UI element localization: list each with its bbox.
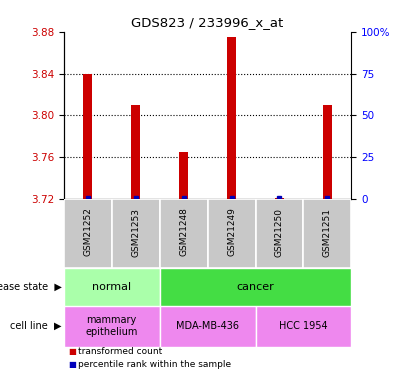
Bar — [303, 199, 351, 268]
Bar — [159, 268, 351, 306]
Bar — [275, 198, 284, 199]
Bar — [179, 152, 188, 199]
Text: cancer: cancer — [237, 282, 275, 292]
Text: cell line  ▶: cell line ▶ — [10, 321, 62, 331]
Text: normal: normal — [92, 282, 131, 292]
Bar — [112, 199, 159, 268]
Bar — [227, 37, 236, 199]
Bar — [256, 306, 351, 347]
Bar — [323, 105, 332, 199]
Text: transformed count: transformed count — [78, 347, 162, 356]
Text: GSM21251: GSM21251 — [323, 207, 332, 256]
Bar — [159, 306, 256, 347]
Bar — [131, 105, 140, 199]
Text: GSM21250: GSM21250 — [275, 207, 284, 256]
Text: HCC 1954: HCC 1954 — [279, 321, 328, 331]
Bar — [64, 306, 159, 347]
Text: GSM21248: GSM21248 — [179, 208, 188, 256]
Bar — [64, 268, 159, 306]
Text: percentile rank within the sample: percentile rank within the sample — [78, 360, 231, 369]
Bar — [83, 74, 92, 199]
Bar — [256, 199, 303, 268]
Bar — [159, 199, 208, 268]
Text: ■: ■ — [68, 360, 76, 369]
Text: GSM21249: GSM21249 — [227, 208, 236, 256]
Bar — [208, 199, 256, 268]
Text: MDA-MB-436: MDA-MB-436 — [176, 321, 239, 331]
Bar — [64, 199, 112, 268]
Text: mammary
epithelium: mammary epithelium — [85, 315, 138, 337]
Title: GDS823 / 233996_x_at: GDS823 / 233996_x_at — [132, 16, 284, 29]
Text: GSM21253: GSM21253 — [131, 207, 140, 256]
Text: GSM21252: GSM21252 — [83, 208, 92, 256]
Text: ■: ■ — [68, 347, 76, 356]
Text: disease state  ▶: disease state ▶ — [0, 282, 62, 292]
